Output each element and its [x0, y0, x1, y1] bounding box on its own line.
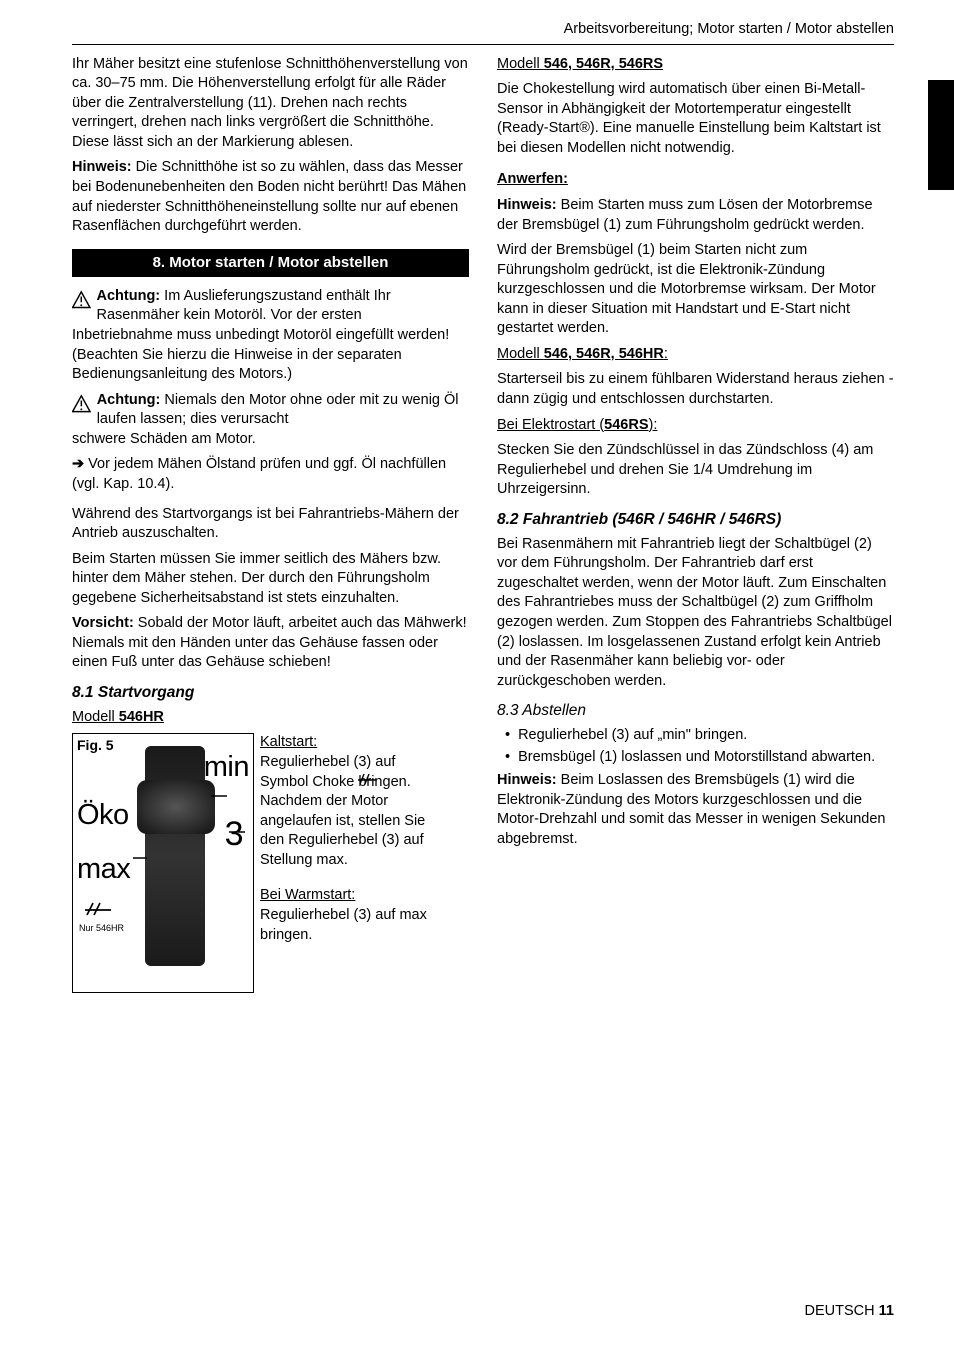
bullet-text: Bremsbügel (1) loslassen und Motorstills… — [518, 748, 875, 768]
model-label: Modell — [497, 346, 544, 362]
content-columns: Ihr Mäher besitzt eine stufenlose Schnit… — [72, 55, 894, 994]
figure-content: min Öko 3 max Nur 546HR — [73, 734, 253, 992]
bullet-item: • Regulierhebel (3) auf „min" bringen. — [505, 726, 894, 746]
fig-nur: Nur 546HR — [79, 922, 124, 934]
para: Ihr Mäher besitzt eine stufenlose Schnit… — [72, 55, 469, 153]
model-value: 546, 546R, 546RS — [544, 56, 663, 72]
warning-2: Achtung: Niemals den Motor ohne oder mit… — [72, 391, 469, 430]
right-column: Modell 546, 546R, 546RS Die Chokestellun… — [497, 55, 894, 994]
choke-icon — [358, 773, 378, 785]
warning-2-text: Achtung: Niemals den Motor ohne oder mit… — [97, 391, 469, 430]
hinweis-para: Hinweis: Beim Starten muss zum Lösen der… — [497, 196, 894, 235]
achtung1-rest: Inbetriebnahme muss unbedingt Motoröl ei… — [72, 326, 469, 385]
side-tab — [928, 80, 954, 190]
bullet-dot: • — [505, 748, 510, 768]
para: Bei Rasenmähern mit Fahrantrieb liegt de… — [497, 535, 894, 692]
warning-1: Achtung: Im Auslieferungszustand enthält… — [72, 287, 469, 326]
model-line: Modell 546, 546R, 546RS — [497, 55, 894, 75]
kaltstart-body: Regulierhebel (3) auf Symbol Choke bring… — [260, 754, 425, 868]
knob-graphic — [137, 780, 215, 834]
para: Starterseil bis zu einem fühlbaren Wider… — [497, 370, 894, 409]
bullet-dot: • — [505, 726, 510, 746]
model-label: Modell — [72, 709, 119, 725]
kaltstart-head: Kaltstart: — [260, 733, 430, 753]
warning-icon — [72, 391, 91, 417]
para: Wird der Bremsbügel (1) beim Starten nic… — [497, 241, 894, 339]
footer-page: 11 — [879, 1303, 894, 1319]
model-label: Modell — [497, 56, 544, 72]
arrow-icon: ➔ — [72, 456, 84, 472]
model-value: 546, 546R, 546HR — [544, 346, 664, 362]
vorsicht-label: Vorsicht: — [72, 615, 134, 631]
hinweis-text: Die Schnitthöhe ist so zu wählen, dass d… — [72, 159, 466, 234]
page-footer: DEUTSCH 11 — [805, 1302, 894, 1322]
para: Beim Starten müssen Sie immer seitlich d… — [72, 550, 469, 609]
model-value: 546HR — [119, 709, 164, 725]
section-8-1: 8.1 Startvorgang — [72, 683, 469, 704]
section-8-bar: 8. Motor starten / Motor abstellen — [72, 249, 469, 277]
footer-lang: DEUTSCH — [805, 1303, 879, 1319]
anwerfen-head: Anwerfen: — [497, 170, 894, 190]
tick-icon — [211, 790, 227, 802]
hinweis-para: Hinweis: Die Schnitthöhe ist so zu wähle… — [72, 158, 469, 236]
para: Die Chokestellung wird automatisch über … — [497, 80, 894, 158]
hinweis-label: Hinweis: — [72, 159, 132, 175]
model-line-2: Modell 546, 546R, 546HR: — [497, 345, 894, 365]
warning-icon — [72, 287, 91, 313]
para: Stecken Sie den Zündschlüssel in das Zün… — [497, 441, 894, 500]
vorsicht-para: Vorsicht: Sobald der Motor läuft, arbeit… — [72, 614, 469, 673]
elektro-end: ): — [649, 417, 658, 433]
tick-icon — [133, 852, 147, 864]
achtung-label: Achtung: — [97, 288, 161, 304]
elektrostart-line: Bei Elektrostart (546RS): — [497, 416, 894, 436]
engine-graphic — [145, 746, 205, 966]
section-8-3: 8.3 Abstellen — [497, 701, 894, 722]
model-546hr: Modell 546HR — [72, 708, 469, 728]
fig-max: max — [77, 850, 130, 889]
hinweis-label: Hinweis: — [497, 197, 557, 213]
elektro-pre: Bei Elektrostart ( — [497, 417, 604, 433]
fig-oko: Öko — [77, 796, 129, 835]
kaltstart-text: Regulierhebel (3) auf Symbol Choke bring… — [260, 753, 430, 870]
header-text: Arbeitsvorbereitung; Motor starten / Mot… — [564, 20, 894, 40]
hinweis-para-2: Hinweis: Beim Loslassen des Bremsbügels … — [497, 771, 894, 849]
bullet-item: • Bremsbügel (1) loslassen und Motorstil… — [505, 748, 894, 768]
arrow-text: Vor jedem Mähen Ölstand prüfen und ggf. … — [72, 456, 446, 492]
warmstart-head: Bei Warmstart: — [260, 886, 430, 906]
elektro-bold: 546RS — [604, 417, 648, 433]
section-8-2: 8.2 Fahrantrieb (546R / 546HR / 546RS) — [497, 510, 894, 531]
figure-side-text: Kaltstart: Regulierhebel (3) auf Symbol … — [260, 733, 430, 993]
top-rule: Arbeitsvorbereitung; Motor starten / Mot… — [72, 20, 894, 45]
fig-min: min — [204, 748, 249, 787]
warning-1-text: Achtung: Im Auslieferungszustand enthält… — [97, 287, 469, 326]
figure-5: Fig. 5 min Öko 3 max Nur 546HR — [72, 733, 254, 993]
figure-5-block: Fig. 5 min Öko 3 max Nur 546HR Kaltstart… — [72, 733, 469, 993]
warmstart-text: Regulierhebel (3) auf max bringen. — [260, 906, 430, 945]
achtung2-rest: schwere Schäden am Motor. — [72, 430, 469, 450]
tick-icon — [229, 826, 245, 838]
achtung-label: Achtung: — [97, 392, 161, 408]
running-header: Arbeitsvorbereitung; Motor starten / Mot… — [72, 20, 894, 44]
bullet-text: Regulierhebel (3) auf „min" bringen. — [518, 726, 747, 746]
para: Während des Startvorgangs ist bei Fahran… — [72, 505, 469, 544]
left-column: Ihr Mäher besitzt eine stufenlose Schnit… — [72, 55, 469, 994]
choke-icon — [85, 902, 117, 916]
arrow-line: ➔ Vor jedem Mähen Ölstand prüfen und ggf… — [72, 455, 469, 494]
hinweis-label: Hinweis: — [497, 772, 557, 788]
